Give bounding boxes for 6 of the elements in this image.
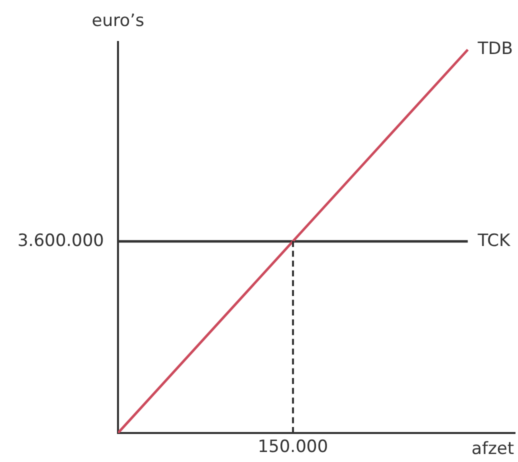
series-label: TCK bbox=[476, 230, 512, 251]
series-label: TDB bbox=[476, 39, 513, 60]
text: 150.000 bbox=[258, 436, 328, 457]
x-axis-title: afzet bbox=[472, 438, 514, 459]
y-axis-title: euro’s bbox=[92, 10, 144, 31]
text: 3.600.000 bbox=[17, 230, 104, 251]
